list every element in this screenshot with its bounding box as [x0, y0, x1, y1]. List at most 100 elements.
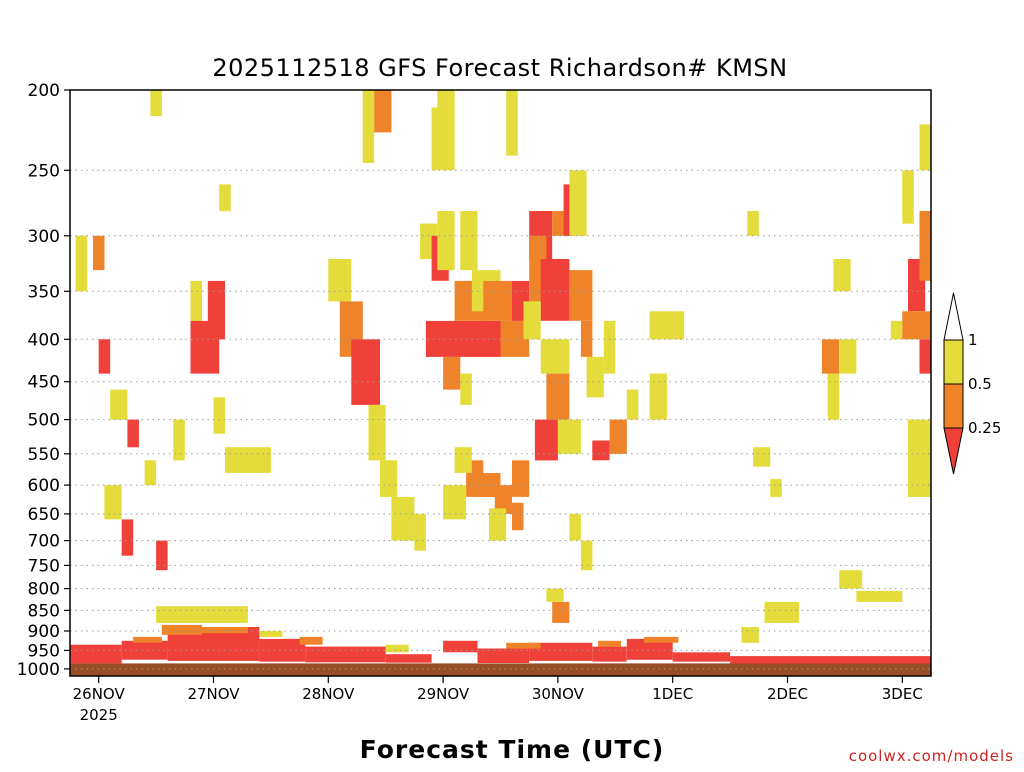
- heatmap-cell-79: [563, 184, 576, 236]
- heatmap-cell-72: [454, 447, 472, 473]
- y-tick-label-350: 350: [28, 282, 60, 302]
- heatmap-cell-15: [202, 627, 248, 633]
- plot-frame: [69, 89, 932, 677]
- plot-area: [70, 90, 931, 676]
- heatmap-cell-40: [225, 447, 271, 473]
- heatmap-cell-50: [368, 404, 386, 461]
- heatmap-cell-27: [856, 590, 903, 602]
- heatmap-cell-17: [506, 642, 541, 649]
- heatmap-cell-106: [833, 259, 851, 292]
- y-tick-label-300: 300: [28, 227, 60, 247]
- heatmap-cell-92: [506, 90, 518, 156]
- heatmap-cell-42: [173, 419, 185, 461]
- heatmap-cell-30: [98, 339, 111, 374]
- heatmap-cell-52: [391, 496, 415, 541]
- heatmap-cell-99: [626, 389, 639, 420]
- heatmap-cell-83: [546, 373, 570, 420]
- heatmap-cell-111: [902, 311, 931, 340]
- heatmap-cell-100: [649, 373, 667, 420]
- colorbar-label-0.25: 0.25: [968, 419, 1001, 437]
- heatmap-cell-90: [609, 419, 627, 454]
- heatmap-cell-88: [586, 356, 604, 398]
- x-tick-label-28NOV: 28NOV: [302, 685, 355, 703]
- heatmap-cell-108: [890, 320, 903, 340]
- heatmap-cell-25: [741, 627, 759, 643]
- heatmap-cell-26: [839, 570, 863, 589]
- x-tick-label-29NOV: 29NOV: [417, 685, 470, 703]
- heatmap-cell-97: [580, 540, 593, 571]
- heatmap-cell-16: [299, 636, 323, 645]
- heatmap-cell-69: [494, 485, 512, 514]
- x-tick-label-3DEC: 3DEC: [882, 685, 923, 703]
- heatmap-cell-91: [512, 460, 530, 497]
- heatmap-cell-84: [534, 419, 558, 461]
- heatmap-cell-31: [110, 389, 128, 420]
- heatmap-cell-81: [523, 301, 541, 340]
- heatmap-cell-53: [414, 513, 426, 551]
- y-axis: 200 250 300 350 400 450 500 550 600 650 700 750 8008…: [17, 81, 70, 680]
- heatmap-cell-19: [644, 636, 679, 643]
- heatmap-cell-102: [753, 447, 771, 467]
- y-tick-label-900: 900: [28, 622, 60, 642]
- x-tick-sublabel-26NOV: 2025: [80, 706, 118, 724]
- heatmap-cell-29: [93, 235, 105, 271]
- heatmap-cell-41: [213, 397, 225, 434]
- y-tick-label-1000: 1000: [17, 660, 60, 680]
- y-tick-label-250: 250: [28, 161, 60, 181]
- heatmap-cell-32: [127, 419, 139, 448]
- chart-title: 2025112518 GFS Forecast Richardson# KMSN: [212, 54, 787, 82]
- heatmap-cell-6: [385, 654, 432, 663]
- heatmap-cell-87: [580, 320, 593, 357]
- heatmap-cell-44: [219, 184, 231, 212]
- heatmap-cell-109: [902, 170, 914, 224]
- credit-text: coolwx.com/models: [849, 747, 1014, 765]
- heatmap-cell-21: [259, 631, 283, 637]
- heatmap-cell-80: [569, 170, 587, 236]
- heatmap-cell-61: [431, 107, 455, 171]
- heatmap-cell-60: [437, 90, 455, 108]
- heatmap-cell-1: [70, 644, 122, 664]
- heatmap-cell-59: [437, 211, 455, 271]
- x-tick-label-30NOV: 30NOV: [532, 685, 585, 703]
- heatmap-cell-48: [362, 90, 375, 163]
- heatmap-cell-95: [546, 588, 564, 602]
- heatmap-cell-28: [75, 235, 88, 292]
- x-tick-label-27NOV: 27NOV: [187, 685, 240, 703]
- heatmap-cell-85: [557, 419, 581, 454]
- heatmap-cell-8: [529, 642, 593, 661]
- heatmap-cell-12: [730, 656, 931, 664]
- heatmap-cell-20: [156, 606, 248, 623]
- heatmap-cell-37: [190, 280, 202, 321]
- heatmap-cell-43: [150, 90, 162, 116]
- heatmap-cell-62: [460, 211, 478, 271]
- heatmap-cell-96: [569, 513, 581, 541]
- heatmap-cell-93: [603, 320, 616, 374]
- heatmap-cell-24: [764, 601, 799, 623]
- heatmap-cell-112: [919, 211, 931, 281]
- y-tick-label-600: 600: [28, 476, 60, 496]
- heatmap-cell-23: [443, 640, 478, 653]
- x-tick-label-1DEC: 1DEC: [652, 685, 693, 703]
- x-axis-label: Forecast Time (UTC): [360, 735, 665, 764]
- heatmap-cell-115: [919, 339, 931, 374]
- heatmap-cell-39: [207, 280, 225, 340]
- heatmap-cell-51: [380, 460, 398, 497]
- heatmap-cell-49: [374, 90, 392, 133]
- heatmap-cell-11: [672, 652, 731, 662]
- heatmap-cell-33: [104, 485, 122, 520]
- x-tick-label-26NOV: 26NOV: [73, 685, 126, 703]
- heatmap-cell-0: [70, 663, 931, 676]
- heatmap-cell-9: [592, 646, 627, 662]
- colorbar-bin-top: [943, 292, 964, 341]
- x-axis: 26NOV 2025 27NOV 28NOV 29NOV 30NOV 1DEC 2DEC 3DE…: [73, 676, 923, 724]
- heatmap-cell-22: [385, 644, 409, 653]
- heatmap-cell-107: [827, 373, 840, 420]
- heatmap-cell-2: [121, 640, 168, 660]
- colorbar: 1 0.5 0.25: [943, 292, 1001, 475]
- heatmap-cell-101: [747, 211, 759, 236]
- heatmap-cell-5: [305, 646, 386, 663]
- heatmap-cell-71: [443, 485, 467, 520]
- heatmap-cell-58: [443, 356, 461, 390]
